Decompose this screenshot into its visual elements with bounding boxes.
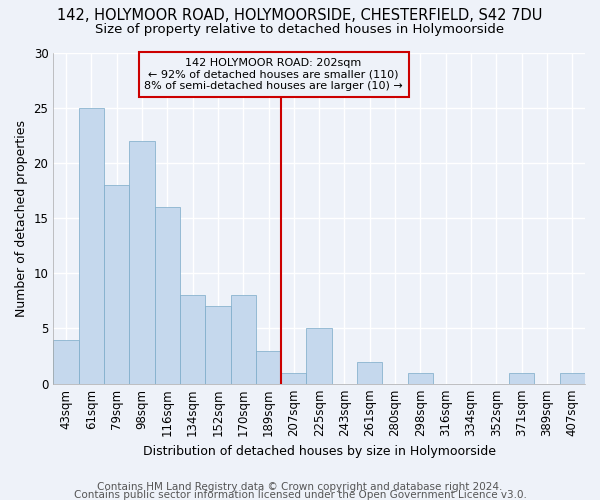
Bar bbox=[281, 372, 307, 384]
Bar bbox=[256, 350, 281, 384]
Text: 142 HOLYMOOR ROAD: 202sqm
← 92% of detached houses are smaller (110)
8% of semi-: 142 HOLYMOOR ROAD: 202sqm ← 92% of detac… bbox=[144, 58, 403, 91]
Text: Contains HM Land Registry data © Crown copyright and database right 2024.: Contains HM Land Registry data © Crown c… bbox=[97, 482, 503, 492]
Bar bbox=[79, 108, 104, 384]
Bar bbox=[53, 340, 79, 384]
Bar bbox=[230, 296, 256, 384]
Bar bbox=[408, 372, 433, 384]
Text: Size of property relative to detached houses in Holymoorside: Size of property relative to detached ho… bbox=[95, 22, 505, 36]
Bar bbox=[357, 362, 382, 384]
Bar bbox=[205, 306, 230, 384]
Bar bbox=[180, 296, 205, 384]
Bar bbox=[129, 141, 155, 384]
Text: Contains public sector information licensed under the Open Government Licence v3: Contains public sector information licen… bbox=[74, 490, 526, 500]
Bar bbox=[560, 372, 585, 384]
Bar bbox=[155, 207, 180, 384]
Text: 142, HOLYMOOR ROAD, HOLYMOORSIDE, CHESTERFIELD, S42 7DU: 142, HOLYMOOR ROAD, HOLYMOORSIDE, CHESTE… bbox=[58, 8, 542, 22]
Bar bbox=[104, 185, 129, 384]
Bar bbox=[509, 372, 535, 384]
X-axis label: Distribution of detached houses by size in Holymoorside: Distribution of detached houses by size … bbox=[143, 444, 496, 458]
Y-axis label: Number of detached properties: Number of detached properties bbox=[15, 120, 28, 316]
Bar bbox=[307, 328, 332, 384]
